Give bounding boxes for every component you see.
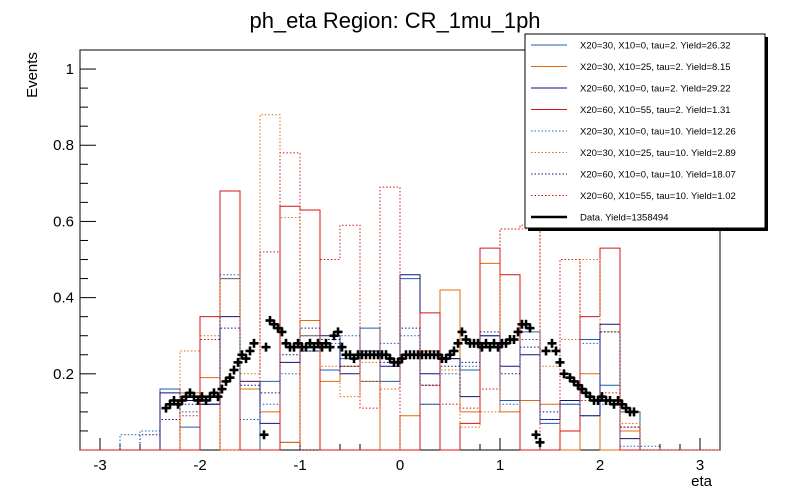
legend-shadow-right (765, 37, 768, 231)
data-point (259, 430, 269, 440)
data-point (337, 342, 347, 352)
data-point (551, 346, 561, 356)
series-7-step-line (80, 327, 720, 451)
data-point (277, 327, 287, 337)
data-point (547, 338, 557, 348)
series-8-step-line (80, 152, 720, 451)
x-tick-label: -3 (93, 457, 106, 474)
data-point (217, 384, 227, 394)
chart-title: ph_eta Region: CR_1mu_1ph (249, 8, 540, 33)
data-point (555, 357, 565, 367)
x-tick-label: 1 (496, 457, 504, 474)
legend-label: X20=30, X10=0, tau=2. Yield=26.32 (580, 41, 731, 52)
x-axis-label: eta (691, 473, 713, 490)
data-point (629, 407, 639, 417)
legend-label: X20=60, X10=0, tau=2. Yield=29.22 (580, 84, 731, 95)
data-point (457, 327, 467, 337)
y-tick-label: 1 (66, 61, 74, 78)
y-tick-label: 0.6 (53, 213, 74, 230)
y-axis-label: Events (24, 52, 41, 98)
x-tick-label: 0 (396, 457, 404, 474)
data-point (541, 346, 551, 356)
data-point (525, 323, 535, 333)
y-tick-label: 0.2 (53, 366, 74, 383)
legend-label: X20=30, X10=25, tau=2. Yield=8.15 (580, 62, 731, 73)
x-tick-label: -1 (293, 457, 306, 474)
y-axis: 0.2 0.4 0.6 0.8 1 (53, 61, 96, 432)
data-point (509, 335, 519, 345)
data-points-layer (161, 315, 639, 447)
x-tick-label: -2 (193, 457, 206, 474)
legend-entries: X20=30, X10=0, tau=2. Yield=26.32 X20=30,… (531, 41, 736, 224)
data-point (249, 338, 259, 348)
series-5-step-line (80, 274, 720, 451)
data-point (513, 327, 523, 337)
legend-label: X20=60, X10=55, tau=2. Yield=1.31 (580, 105, 731, 116)
series-6-step-line (80, 114, 720, 451)
y-tick-label: 0.4 (53, 290, 74, 307)
data-point (559, 369, 569, 379)
x-tick-label: 3 (696, 457, 704, 474)
data-point (531, 430, 541, 440)
legend: X20=30, X10=0, tau=2. Yield=26.32 X20=30,… (524, 33, 768, 231)
data-point (229, 365, 239, 375)
data-point (233, 357, 243, 367)
legend-label: X20=60, X10=0, tau=10. Yield=18.07 (580, 170, 736, 181)
data-point (325, 342, 335, 352)
data-point (241, 354, 251, 364)
legend-label: Data. Yield=1358494 (580, 213, 668, 224)
data-point (261, 342, 271, 352)
legend-label: X20=30, X10=25, tau=10. Yield=2.89 (580, 148, 736, 159)
y-tick-label: 0.8 (53, 137, 74, 154)
data-point (333, 327, 343, 337)
legend-label: X20=60, X10=55, tau=10. Yield=1.02 (580, 191, 736, 202)
data-point (535, 437, 545, 447)
legend-shadow-bottom (528, 228, 768, 231)
data-point (213, 392, 223, 402)
x-tick-label: 2 (596, 457, 604, 474)
data-point (225, 373, 235, 383)
legend-label: X20=30, X10=0, tau=10. Yield=12.26 (580, 127, 736, 138)
mc-series-layer (80, 114, 720, 451)
data-point (453, 338, 463, 348)
data-point (245, 346, 255, 356)
data-point (449, 346, 459, 356)
